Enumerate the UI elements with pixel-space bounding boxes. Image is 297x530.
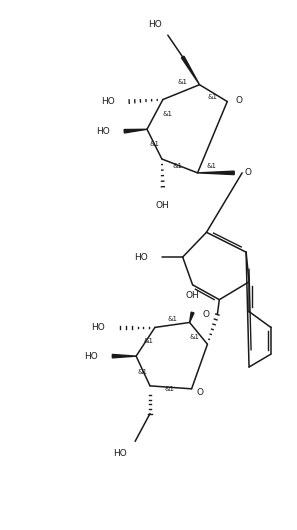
- Text: &1: &1: [163, 111, 173, 118]
- Text: &1: &1: [189, 334, 200, 340]
- Polygon shape: [189, 312, 194, 322]
- Text: HO: HO: [84, 351, 97, 360]
- Text: &1: &1: [173, 163, 183, 169]
- Polygon shape: [124, 129, 147, 133]
- Text: &1: &1: [143, 338, 153, 344]
- Text: &1: &1: [168, 316, 178, 322]
- Text: O: O: [203, 310, 209, 319]
- Text: &1: &1: [206, 163, 217, 169]
- Text: &1: &1: [150, 141, 160, 147]
- Text: HO: HO: [97, 127, 110, 136]
- Text: HO: HO: [113, 449, 127, 458]
- Text: HO: HO: [102, 97, 115, 106]
- Text: HO: HO: [148, 20, 162, 29]
- Text: O: O: [197, 388, 203, 398]
- Text: HO: HO: [134, 253, 148, 262]
- Polygon shape: [112, 355, 136, 358]
- Text: O: O: [244, 169, 251, 178]
- Text: O: O: [235, 96, 242, 105]
- Text: &1: &1: [137, 369, 147, 375]
- Text: OH: OH: [156, 201, 170, 210]
- Polygon shape: [181, 56, 200, 85]
- Text: OH: OH: [186, 291, 200, 300]
- Text: HO: HO: [91, 323, 105, 332]
- Text: &1: &1: [207, 94, 217, 100]
- Polygon shape: [198, 171, 234, 174]
- Text: &1: &1: [178, 79, 188, 85]
- Text: &1: &1: [165, 386, 175, 392]
